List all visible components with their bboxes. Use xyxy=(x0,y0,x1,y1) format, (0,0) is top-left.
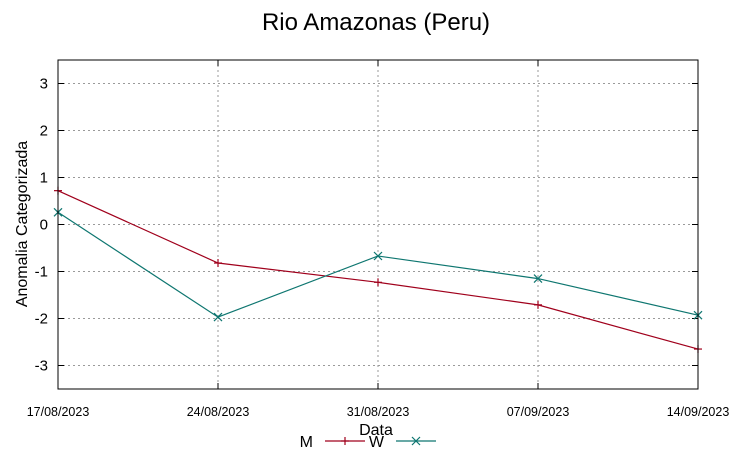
y-tick-label: 2 xyxy=(40,123,48,140)
legend-item-w: W xyxy=(369,434,436,451)
data-point xyxy=(411,436,421,446)
data-point xyxy=(374,278,382,287)
y-tick-label: 1 xyxy=(40,170,48,187)
y-tick-label: -3 xyxy=(35,358,48,375)
data-point xyxy=(214,259,222,268)
y-tick-label: -2 xyxy=(35,311,48,328)
plot-frame xyxy=(57,59,699,390)
legend-label: M xyxy=(300,434,313,451)
x-tick-label: 17/08/2023 xyxy=(27,405,90,419)
x-tick-label: 31/08/2023 xyxy=(347,405,410,419)
data-point xyxy=(534,300,542,309)
data-point xyxy=(341,437,349,445)
data-point xyxy=(213,312,223,322)
grid-lines xyxy=(58,60,698,389)
legend-item-m: M xyxy=(300,434,365,451)
x-tick-label: 14/09/2023 xyxy=(667,405,730,419)
y-tick-label: -1 xyxy=(35,264,48,281)
y-tick-label: 3 xyxy=(40,76,48,93)
x-axis-label: Data xyxy=(359,422,393,439)
x-tick-label: 24/08/2023 xyxy=(187,405,250,419)
data-point xyxy=(533,274,543,283)
y-tick-label: 0 xyxy=(40,217,48,234)
chart-title: Rio Amazonas (Peru) xyxy=(262,9,490,36)
y-axis-label: Anomalia Categorizada xyxy=(14,141,31,307)
axis-ticks: 3 2 1 0 -1 -2 -3 17/08/2023 24/08/2023 31/08/2023… xyxy=(27,60,730,419)
legend-label: W xyxy=(369,434,385,451)
data-point xyxy=(373,251,383,261)
x-tick-label: 07/09/2023 xyxy=(507,405,570,419)
